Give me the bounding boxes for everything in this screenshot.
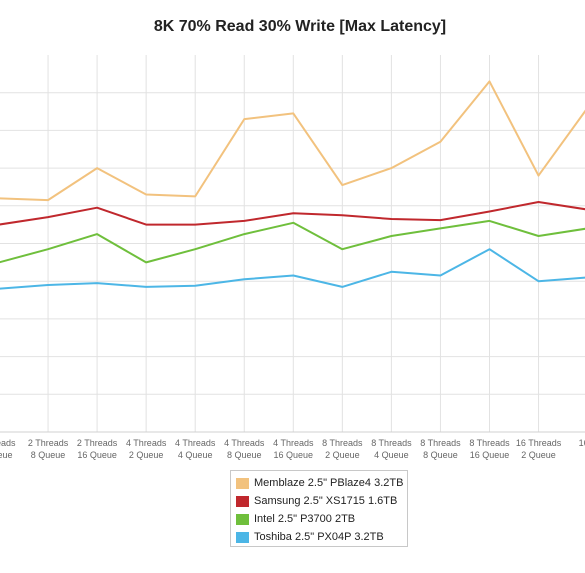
- legend-swatch-intel: [236, 513, 249, 525]
- x-axis-labels: Threads Queue 2 Threads 8 Queue 2 Threads 16 …: [0, 438, 585, 460]
- x-tick-label: 16 T: [579, 438, 585, 448]
- series-line-3: [0, 248, 585, 290]
- x-tick-label: 8 Threads: [420, 438, 461, 448]
- x-tick-label: 4 Threads: [126, 438, 167, 448]
- series-line-1: [0, 201, 585, 226]
- x-tick-label: 2 Queue: [325, 450, 360, 460]
- x-tick-label: 4 Threads: [224, 438, 265, 448]
- x-tick-label: 16 Queue: [274, 450, 314, 460]
- legend-label: Memblaze 2.5" PBlaze4 3.2TB: [254, 477, 404, 489]
- legend-item: Memblaze 2.5" PBlaze4 3.2TB: [236, 474, 407, 492]
- series-line-0: [0, 80, 585, 202]
- x-tick-label: 16 Threads: [516, 438, 562, 448]
- x-tick-label: 2 Queue: [521, 450, 556, 460]
- x-tick-label: Queue: [0, 450, 13, 460]
- legend-swatch-toshiba: [236, 531, 249, 543]
- x-tick-label: 4 Threads: [175, 438, 216, 448]
- legend-item: Intel 2.5" P3700 2TB: [236, 510, 407, 528]
- legend-label: Toshiba 2.5" PX04P 3.2TB: [254, 531, 384, 543]
- x-tick-label: 2 Threads: [28, 438, 69, 448]
- chart-grid: [0, 55, 585, 433]
- series-line-2: [0, 219, 585, 264]
- x-tick-label: 4 Queue: [178, 450, 213, 460]
- chart-series: [0, 80, 585, 290]
- x-tick-label: 8 Threads: [469, 438, 510, 448]
- legend-swatch-memblaze: [236, 477, 249, 489]
- x-tick-label: 8 Queue: [423, 450, 458, 460]
- x-tick-label: 2 Threads: [77, 438, 118, 448]
- x-tick-label: 4 Queue: [374, 450, 409, 460]
- chart-legend: Memblaze 2.5" PBlaze4 3.2TB Samsung 2.5"…: [230, 470, 408, 547]
- legend-label: Intel 2.5" P3700 2TB: [254, 513, 356, 525]
- legend-swatch-samsung: [236, 495, 249, 507]
- legend-item: Toshiba 2.5" PX04P 3.2TB: [236, 528, 407, 546]
- x-tick-label: 8 Queue: [31, 450, 66, 460]
- legend-item: Samsung 2.5" XS1715 1.6TB: [236, 492, 407, 510]
- x-tick-label: 16 Queue: [470, 450, 510, 460]
- legend-label: Samsung 2.5" XS1715 1.6TB: [254, 495, 398, 507]
- x-tick-label: Threads: [0, 438, 16, 448]
- x-tick-label: 4 Threads: [273, 438, 314, 448]
- line-chart: Threads Queue 2 Threads 8 Queue 2 Threads 16 …: [0, 55, 585, 460]
- x-tick-label: 8 Threads: [322, 438, 363, 448]
- x-tick-label: 2 Queue: [129, 450, 164, 460]
- x-tick-label: 16 Queue: [77, 450, 117, 460]
- x-tick-label: 8 Queue: [227, 450, 262, 460]
- x-tick-label: 8 Threads: [371, 438, 412, 448]
- chart-title: 8K 70% Read 30% Write [Max Latency]: [153, 18, 447, 35]
